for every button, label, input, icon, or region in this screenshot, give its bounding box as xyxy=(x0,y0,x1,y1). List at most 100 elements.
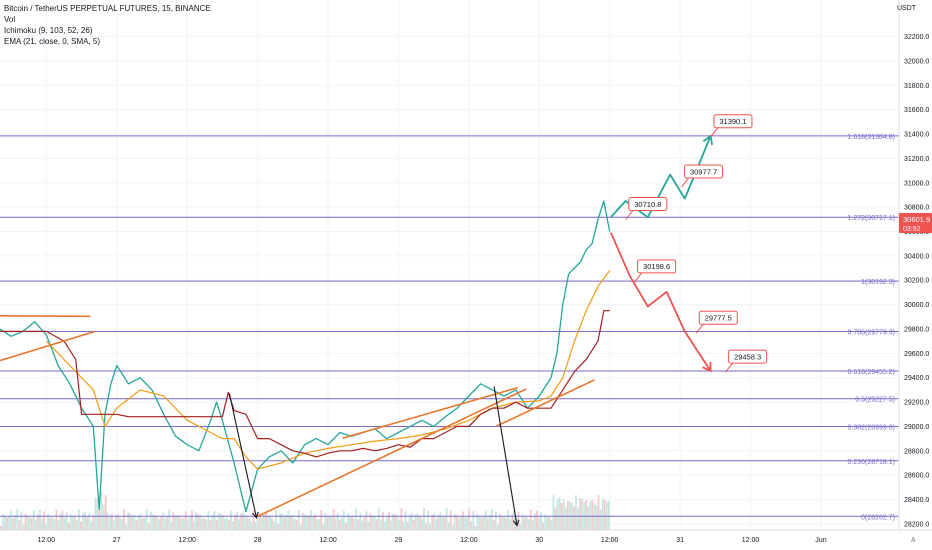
volume-bar xyxy=(232,521,234,530)
volume-bar xyxy=(123,509,126,530)
auto-scale-button[interactable]: A xyxy=(911,537,916,544)
volume-bar xyxy=(219,513,222,530)
series-line-0 xyxy=(0,200,611,513)
legend-vol[interactable]: Vol xyxy=(4,15,16,24)
legend-ema[interactable]: EMA (21, close, 0, SMA, 5) xyxy=(4,37,101,46)
volume-bar xyxy=(492,519,495,530)
volume-bar xyxy=(568,501,571,530)
volume-bar xyxy=(293,518,296,530)
volume-bar xyxy=(431,514,434,530)
volume-bar xyxy=(223,518,226,530)
volume-bar xyxy=(301,513,304,530)
x-tick-label: 12:00 xyxy=(460,537,478,544)
volume-bar xyxy=(273,521,275,530)
volume-bar xyxy=(264,511,267,530)
volume-bar xyxy=(225,518,228,530)
volume-bar xyxy=(201,518,204,530)
volume-bar xyxy=(566,500,569,530)
volume-bar xyxy=(552,495,555,530)
volume-bar xyxy=(18,519,21,530)
volume-bar xyxy=(145,509,148,530)
volume-bar xyxy=(106,512,109,530)
trendline xyxy=(496,379,595,427)
annotation-label: 30710.8 xyxy=(634,200,661,209)
volume-bar xyxy=(371,515,374,530)
volume-bar xyxy=(449,511,452,530)
volume-bar xyxy=(550,520,553,530)
volume-bar xyxy=(589,501,592,530)
volume-bar xyxy=(281,513,284,530)
volume-bar xyxy=(406,522,409,530)
annotation-box xyxy=(713,114,753,129)
volume-bar xyxy=(49,517,52,530)
svg-text:A: A xyxy=(911,537,916,544)
annotation-pointer xyxy=(725,362,733,373)
volume-bar xyxy=(312,517,314,530)
volume-bar xyxy=(499,514,501,530)
volume-bar xyxy=(447,522,450,530)
volume-bar xyxy=(117,514,119,530)
volume-bar xyxy=(291,515,294,530)
legend-ichimoku[interactable]: Ichimoku (9, 103, 52, 26) xyxy=(4,26,93,35)
volume-bar xyxy=(135,519,138,530)
volume-bar xyxy=(156,515,158,530)
volume-bar xyxy=(287,510,290,530)
volume-bar xyxy=(548,517,551,530)
volume-bar xyxy=(345,522,347,530)
time-axis[interactable]: 12:00 27 12:00 28 12:00 29 12:00 30 12:00 31 12:00… xyxy=(38,537,827,544)
volume-bar xyxy=(121,519,123,530)
volume-bar xyxy=(476,514,479,530)
volume-bar xyxy=(139,513,142,530)
volume-bar xyxy=(45,523,47,530)
volume-bar xyxy=(131,515,134,530)
volume-bar xyxy=(154,515,156,530)
symbol-title[interactable]: Bitcoin / TetherUS PERPETUAL FUTURES, 15… xyxy=(4,4,211,13)
last-price-countdown: 03:52 xyxy=(903,226,921,233)
volume-bar xyxy=(355,508,358,530)
annotation-label: 29458.3 xyxy=(734,352,761,361)
volume-bar xyxy=(158,519,160,530)
volume-bar xyxy=(314,514,317,530)
volume-bar xyxy=(4,515,6,530)
y-tick-label: 30800.0 xyxy=(904,205,929,212)
volume-bar xyxy=(230,510,232,530)
volume-bar xyxy=(575,495,577,530)
volume-bar xyxy=(573,506,575,530)
volume-bar xyxy=(147,523,150,530)
volume-bar xyxy=(168,509,171,530)
volume-bar xyxy=(464,517,466,530)
volume-bar xyxy=(531,520,534,530)
x-tick-label: 12:00 xyxy=(742,537,760,544)
volume-bar xyxy=(160,517,163,530)
volume-bar xyxy=(199,515,202,530)
volume-bar xyxy=(392,513,395,530)
arrow-head xyxy=(252,511,259,519)
y-tick-label: 32200.0 xyxy=(904,34,929,41)
volume-bar xyxy=(71,516,74,530)
y-tick-label: 31000.0 xyxy=(904,180,929,187)
projection-path xyxy=(610,232,712,372)
volume-bar xyxy=(0,526,2,530)
volume-bar xyxy=(458,518,460,530)
volume-bar xyxy=(75,520,78,530)
y-tick-label: 29000.0 xyxy=(904,424,929,431)
volume-bar xyxy=(408,515,411,530)
price-axis[interactable]: 28200.0 28400.0 28600.0 28800.0 29000.0 29200… xyxy=(904,34,929,528)
fib-level-label: 0.5(29227.5) xyxy=(855,397,895,404)
volume-bar xyxy=(129,513,132,530)
volume-bar xyxy=(244,515,247,530)
annotation-box xyxy=(698,310,738,325)
volume-bar xyxy=(375,519,378,530)
volume-bar xyxy=(564,507,567,530)
volume-bar xyxy=(162,512,165,530)
volume-bar xyxy=(509,519,512,530)
volume-bar xyxy=(279,513,282,530)
volume-bar xyxy=(125,523,128,530)
volume-bar xyxy=(53,519,56,530)
chart-legend: Bitcoin / TetherUS PERPETUAL FUTURES, 15… xyxy=(4,3,211,47)
volume-bar xyxy=(250,521,253,530)
volume-bar xyxy=(597,495,600,530)
volume-bar xyxy=(271,518,273,530)
volume-bar xyxy=(478,515,481,530)
